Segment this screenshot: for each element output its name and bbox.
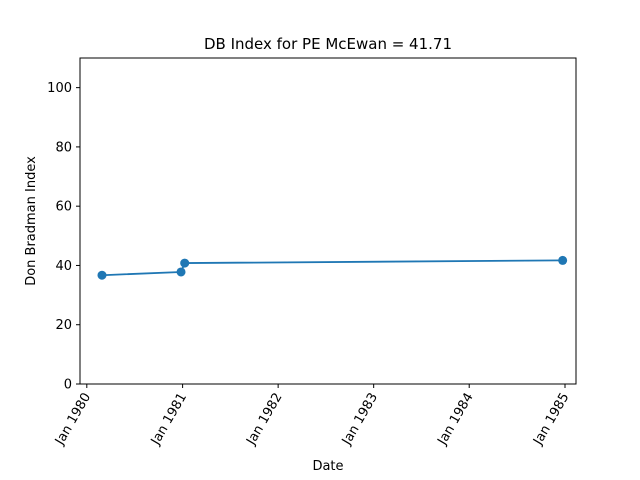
y-tick-label: 80	[55, 140, 72, 155]
plot-frame	[79, 57, 577, 385]
y-tick-label: 100	[47, 81, 72, 96]
series-line	[101, 259, 563, 277]
chart-title: DB Index for PE McEwan = 41.71	[204, 35, 452, 53]
y-axis-label: Don Bradman Index	[24, 156, 39, 286]
y-tick-label: 40	[55, 259, 72, 274]
data-point	[558, 255, 568, 265]
data-point	[176, 267, 186, 277]
y-tick-label: 60	[55, 200, 72, 215]
y-tick-label: 0	[64, 378, 72, 393]
data-point	[97, 270, 107, 280]
x-axis-label: Date	[312, 459, 343, 474]
plot-area	[97, 255, 568, 280]
y-tick-label: 20	[55, 318, 72, 333]
data-point	[180, 258, 190, 268]
y-axis: 0 20 40 60 80 100	[47, 81, 80, 393]
